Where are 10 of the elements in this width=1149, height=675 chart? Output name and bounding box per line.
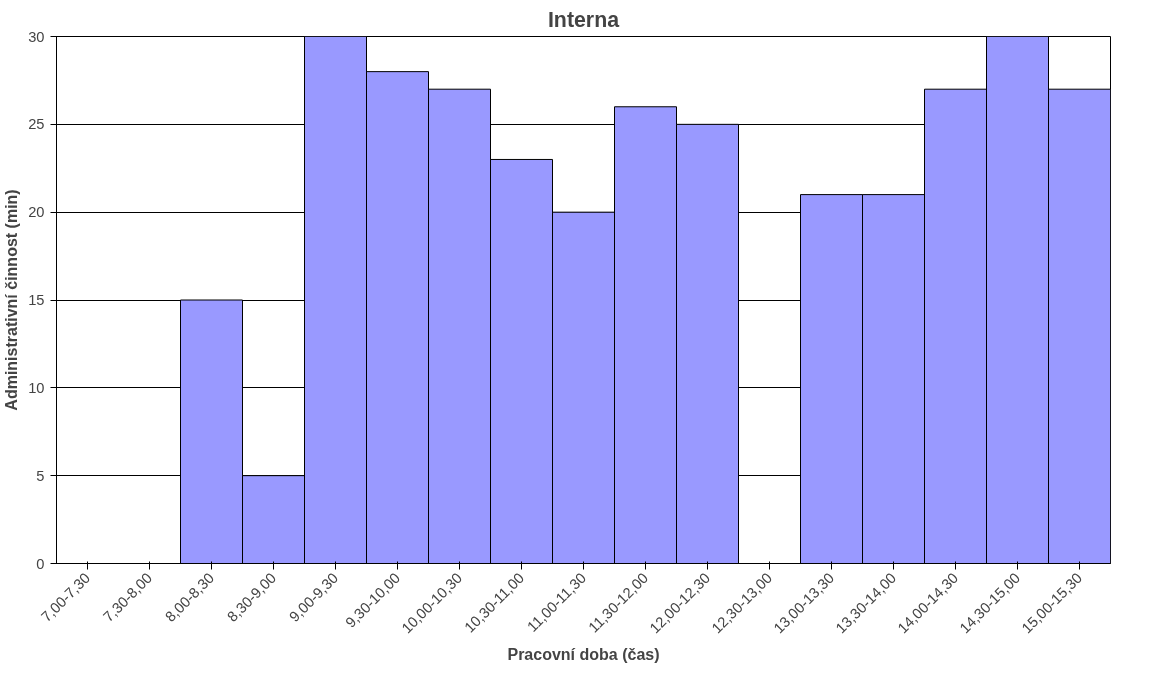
- x-axis-title: Pracovní doba (čas): [507, 645, 660, 663]
- y-tick-label: 30: [28, 28, 45, 45]
- y-tick-label: 0: [36, 555, 45, 572]
- y-tick-label: 5: [36, 467, 45, 484]
- y-axis-title: Administrativní činnost (min): [3, 189, 21, 411]
- y-tick-label: 25: [28, 116, 45, 133]
- chart-title: Interna: [547, 7, 620, 32]
- y-tick-label: 20: [28, 204, 45, 221]
- y-tick-label: 10: [28, 379, 45, 396]
- y-tick-label: 15: [28, 292, 45, 308]
